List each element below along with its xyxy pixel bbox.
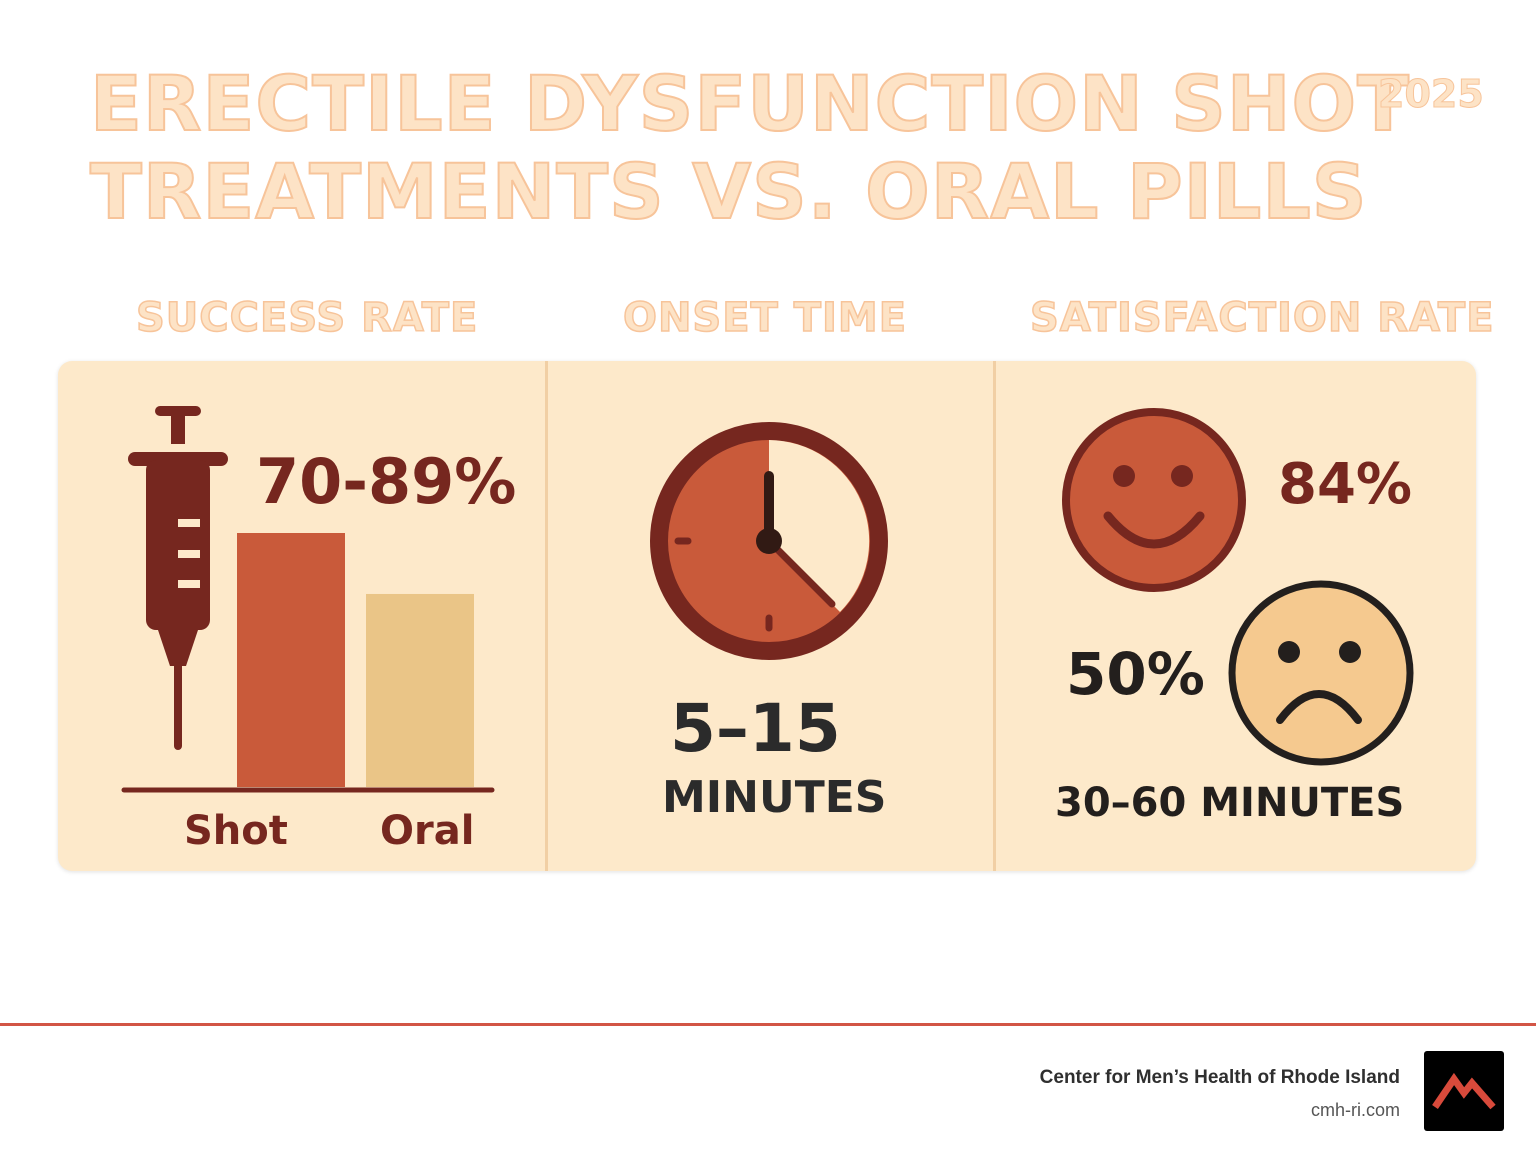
onset-time-heading: ONSET TIME (622, 294, 908, 342)
oral-bar-label: Oral (380, 808, 475, 854)
oral-onset-time: 30–60 MINUTES (1055, 780, 1405, 826)
happy-face-icon (1062, 408, 1246, 592)
organization-logo (1424, 1051, 1504, 1131)
success-rate-value: 70-89% (256, 445, 517, 518)
organization-url: cmh-ri.com (1311, 1100, 1400, 1120)
shot-bar-label: Shot (184, 808, 288, 854)
success-rate-heading: SUCCESS RATE (135, 294, 479, 342)
bar-oral (366, 593, 474, 787)
panel-divider-2 (993, 361, 996, 871)
panel-divider-1 (545, 361, 548, 871)
title-line-1: ERECTILE DYSFUNCTION SHOT (89, 59, 1410, 149)
mountain-logo-icon (1432, 1072, 1496, 1110)
organization-name: Center for Men’s Health of Rhode Island (1039, 1067, 1400, 1088)
clock-icon (650, 422, 888, 660)
footer-divider (0, 1023, 1536, 1026)
title-line-2: TREATMENTS VS. ORAL PILLS (89, 147, 1368, 237)
syringe-icon (128, 406, 228, 750)
page-title: ERECTILE DYSFUNCTION SHOT TREATMENTS VS.… (89, 59, 1410, 237)
onset-unit: MINUTES (662, 772, 887, 823)
success-bar-chart (121, 533, 495, 793)
sad-face-icon (1228, 580, 1414, 766)
sad-satisfaction-value: 50% (1066, 640, 1205, 708)
bar-shot (237, 533, 345, 787)
onset-value: 5–15 (670, 690, 841, 767)
happy-satisfaction-value: 84% (1278, 452, 1413, 517)
year-label: 2025 (1378, 72, 1485, 117)
satisfaction-rate-heading: SATISFACTION RATE (1029, 294, 1495, 342)
